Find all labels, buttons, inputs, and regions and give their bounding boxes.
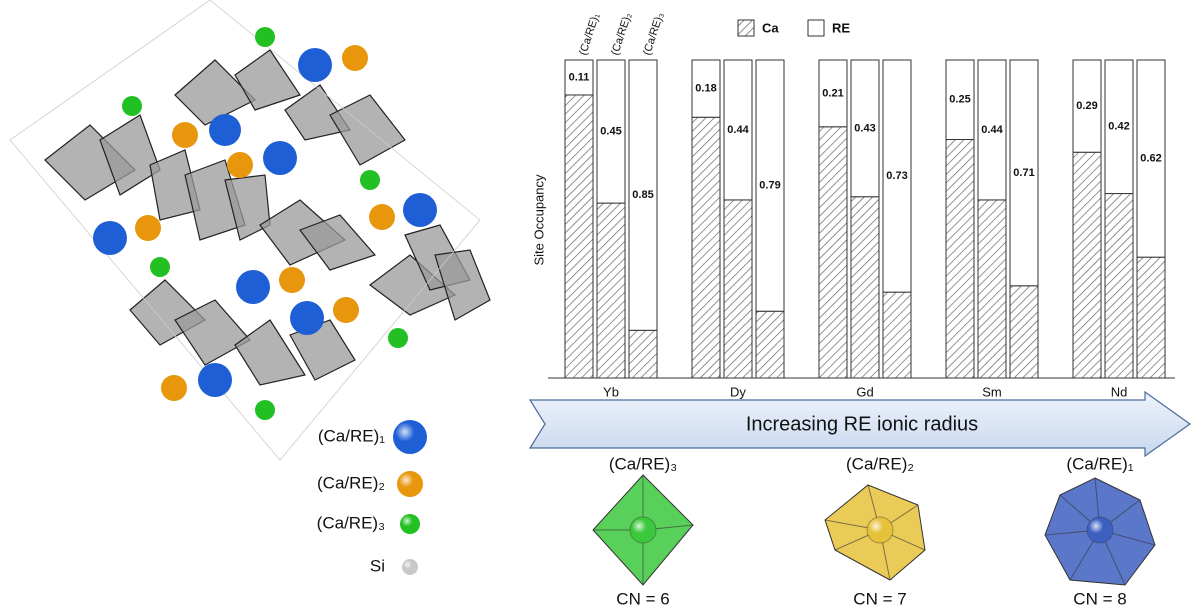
value-label: 0.43 bbox=[854, 122, 875, 134]
legend-label: (Ca/RE)₁ bbox=[318, 426, 385, 445]
value-label: 0.18 bbox=[695, 83, 716, 95]
sphere-shine bbox=[393, 420, 427, 454]
value-label: 0.11 bbox=[569, 71, 590, 83]
sphere-shine bbox=[400, 514, 420, 534]
crystal-structure bbox=[9, 0, 491, 461]
value-label: 0.44 bbox=[727, 124, 749, 136]
value-label: 0.62 bbox=[1140, 152, 1161, 164]
ca-segment bbox=[818, 126, 848, 379]
re-segment bbox=[1072, 59, 1102, 153]
re-segment bbox=[723, 59, 753, 201]
re-segment bbox=[1136, 59, 1166, 258]
polyhedron-label: (Ca/RE)₁ bbox=[1066, 454, 1133, 473]
coordination-number: CN = 7 bbox=[853, 589, 906, 608]
re-segment bbox=[1104, 59, 1134, 195]
re-segment bbox=[564, 59, 594, 96]
ca-segment bbox=[882, 291, 912, 379]
re-segment bbox=[850, 59, 880, 198]
ca-segment bbox=[1104, 193, 1134, 379]
re-segment bbox=[628, 59, 658, 331]
re-segment bbox=[977, 59, 1007, 201]
value-label: 0.45 bbox=[600, 125, 621, 137]
sphere-shine bbox=[397, 471, 423, 497]
ca-segment bbox=[977, 199, 1007, 379]
atom-shine bbox=[630, 517, 656, 543]
value-label: 0.42 bbox=[1108, 121, 1129, 133]
value-label: 0.21 bbox=[822, 87, 843, 99]
legend-label: Ca bbox=[762, 20, 779, 35]
ca-segment bbox=[755, 310, 785, 379]
coordination-number: CN = 8 bbox=[1073, 589, 1126, 608]
value-label: 0.71 bbox=[1013, 167, 1034, 179]
legend-label: (Ca/RE)₂ bbox=[317, 473, 385, 492]
atom-shine bbox=[867, 517, 893, 543]
polyhedra: (Ca/RE)₃ CN = 6 (Ca/RE)₂ CN = 7 (Ca/RE)₁ CN =… bbox=[592, 454, 1156, 608]
legend-label: Si bbox=[370, 556, 385, 575]
re-segment bbox=[945, 59, 975, 140]
value-label: 0.73 bbox=[886, 170, 907, 182]
coordination-number: CN = 6 bbox=[616, 589, 669, 608]
ca-segment bbox=[691, 116, 721, 379]
arrow-label: Increasing RE ionic radius bbox=[746, 413, 978, 435]
polyhedron-label: (Ca/RE)₂ bbox=[846, 454, 914, 473]
value-label: 0.29 bbox=[1076, 100, 1097, 112]
structure-legend: (Ca/RE)₁ (Ca/RE)₂ (Ca/RE)₃ Si bbox=[317, 420, 427, 575]
legend-swatch bbox=[807, 19, 825, 37]
ca-segment bbox=[564, 94, 594, 379]
re-segment bbox=[755, 59, 785, 312]
ca-segment bbox=[1072, 151, 1102, 379]
trend-arrow: Increasing RE ionic radius bbox=[528, 390, 1192, 458]
x-tick-label: Gd bbox=[856, 384, 873, 399]
value-label: 0.85 bbox=[632, 189, 653, 201]
re-segment bbox=[1009, 59, 1039, 287]
re-segment bbox=[882, 59, 912, 293]
site-label: (Ca/RE)₃ bbox=[641, 11, 666, 57]
ca-segment bbox=[945, 139, 975, 379]
ca-segment bbox=[723, 199, 753, 379]
ca-segment bbox=[850, 196, 880, 379]
ca-segment bbox=[1009, 285, 1039, 379]
atom-shine bbox=[1087, 517, 1113, 543]
legend-swatch bbox=[737, 19, 755, 37]
value-label: 0.79 bbox=[759, 180, 780, 192]
x-tick-label: Sm bbox=[982, 384, 1002, 399]
site-label: (Ca/RE)₁ bbox=[577, 12, 602, 57]
occupancy-chart: Site Occupancy Ca RE Yb 0.11 0.45 0.85 Dy 0.18 0… bbox=[531, 11, 1175, 399]
re-segment bbox=[691, 59, 721, 118]
value-label: 0.25 bbox=[949, 94, 970, 106]
site-label: (Ca/RE)₂ bbox=[609, 11, 634, 57]
sphere-shine bbox=[402, 559, 418, 575]
y-axis-label: Site Occupancy bbox=[531, 174, 546, 266]
legend-label: (Ca/RE)₃ bbox=[317, 513, 385, 532]
re-segment bbox=[818, 59, 848, 128]
polyhedron-label: (Ca/RE)₃ bbox=[609, 454, 677, 473]
ca-segment bbox=[596, 202, 626, 379]
ca-segment bbox=[1136, 256, 1166, 379]
re-segment bbox=[596, 59, 626, 204]
value-label: 0.44 bbox=[981, 124, 1003, 136]
legend-label: RE bbox=[832, 20, 850, 35]
ca-segment bbox=[628, 329, 658, 379]
x-tick-label: Yb bbox=[603, 384, 619, 399]
x-tick-label: Dy bbox=[730, 384, 746, 399]
x-tick-label: Nd bbox=[1111, 384, 1128, 399]
